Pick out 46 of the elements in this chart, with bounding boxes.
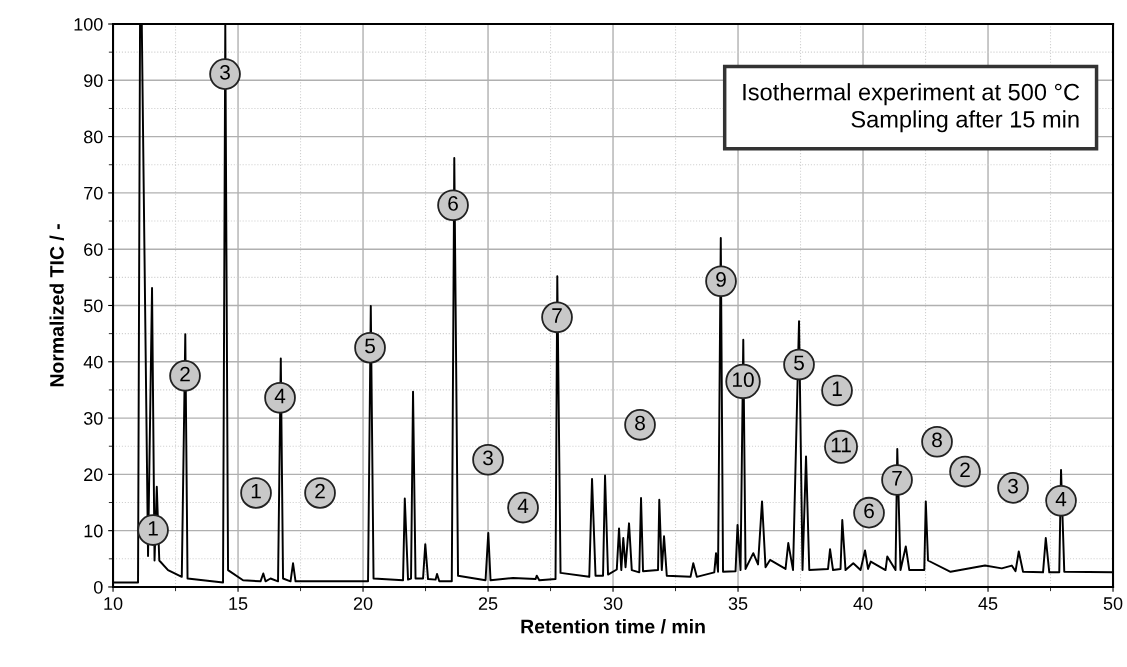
y-tick-label: 30 bbox=[83, 412, 103, 425]
annotation: 5 bbox=[365, 338, 375, 354]
x-tick-label: 30 bbox=[603, 597, 623, 610]
x-tick-label: 45 bbox=[978, 597, 998, 610]
annotation: 2 bbox=[180, 366, 190, 382]
annotation: 7 bbox=[892, 471, 902, 486]
annotation: 1 bbox=[148, 521, 158, 536]
y-tick-label: 70 bbox=[84, 186, 103, 200]
y-tick-label: 20 bbox=[84, 468, 103, 482]
annotation: 4 bbox=[274, 388, 286, 404]
annotation: 3 bbox=[1008, 478, 1018, 494]
annotation: 1 bbox=[832, 381, 842, 396]
y-tick-label: 80 bbox=[84, 130, 103, 144]
annotation: 5 bbox=[794, 355, 804, 371]
y-tick-label: 10 bbox=[84, 524, 103, 538]
annotation: 2 bbox=[960, 462, 970, 477]
y-tick-label: 50 bbox=[83, 299, 103, 313]
y-tick-label: 40 bbox=[83, 355, 103, 369]
annotation: 1 bbox=[251, 484, 261, 499]
x-axis-title: Retention time / min bbox=[521, 619, 705, 634]
y-axis-title: Normalized TIC / - bbox=[49, 224, 64, 387]
annotation: Isothermal experiment at 500 °C Sampling after 15 min bbox=[743, 83, 1080, 133]
x-tick-label: 20 bbox=[353, 597, 373, 610]
y-tick-label: 100 bbox=[74, 17, 103, 31]
y-tick-label: 0 bbox=[93, 580, 103, 594]
x-tick-label: 50 bbox=[1103, 597, 1123, 610]
annotation: 6 bbox=[864, 503, 874, 519]
annotation: 10 bbox=[733, 372, 754, 388]
annotation: 3 bbox=[483, 450, 493, 466]
annotation: 9 bbox=[716, 272, 726, 287]
x-tick-label: 15 bbox=[229, 597, 248, 610]
annotation: 2 bbox=[315, 483, 325, 499]
annotation: 8 bbox=[932, 432, 942, 448]
annotation: 7 bbox=[552, 308, 562, 323]
annotation: 6 bbox=[448, 196, 458, 211]
annotation: 3 bbox=[220, 64, 230, 80]
y-tick-label: 60 bbox=[84, 243, 103, 256]
annotation: 11 bbox=[831, 437, 851, 453]
x-tick-label: 35 bbox=[728, 597, 748, 610]
annotation: 4 bbox=[1055, 491, 1067, 507]
annotation: 8 bbox=[635, 415, 645, 431]
annotation: 4 bbox=[517, 498, 529, 513]
x-tick-label: 25 bbox=[478, 597, 498, 610]
y-tick-label: 90 bbox=[84, 74, 103, 88]
x-tick-label: 10 bbox=[104, 597, 123, 610]
x-tick-label: 40 bbox=[853, 597, 873, 610]
